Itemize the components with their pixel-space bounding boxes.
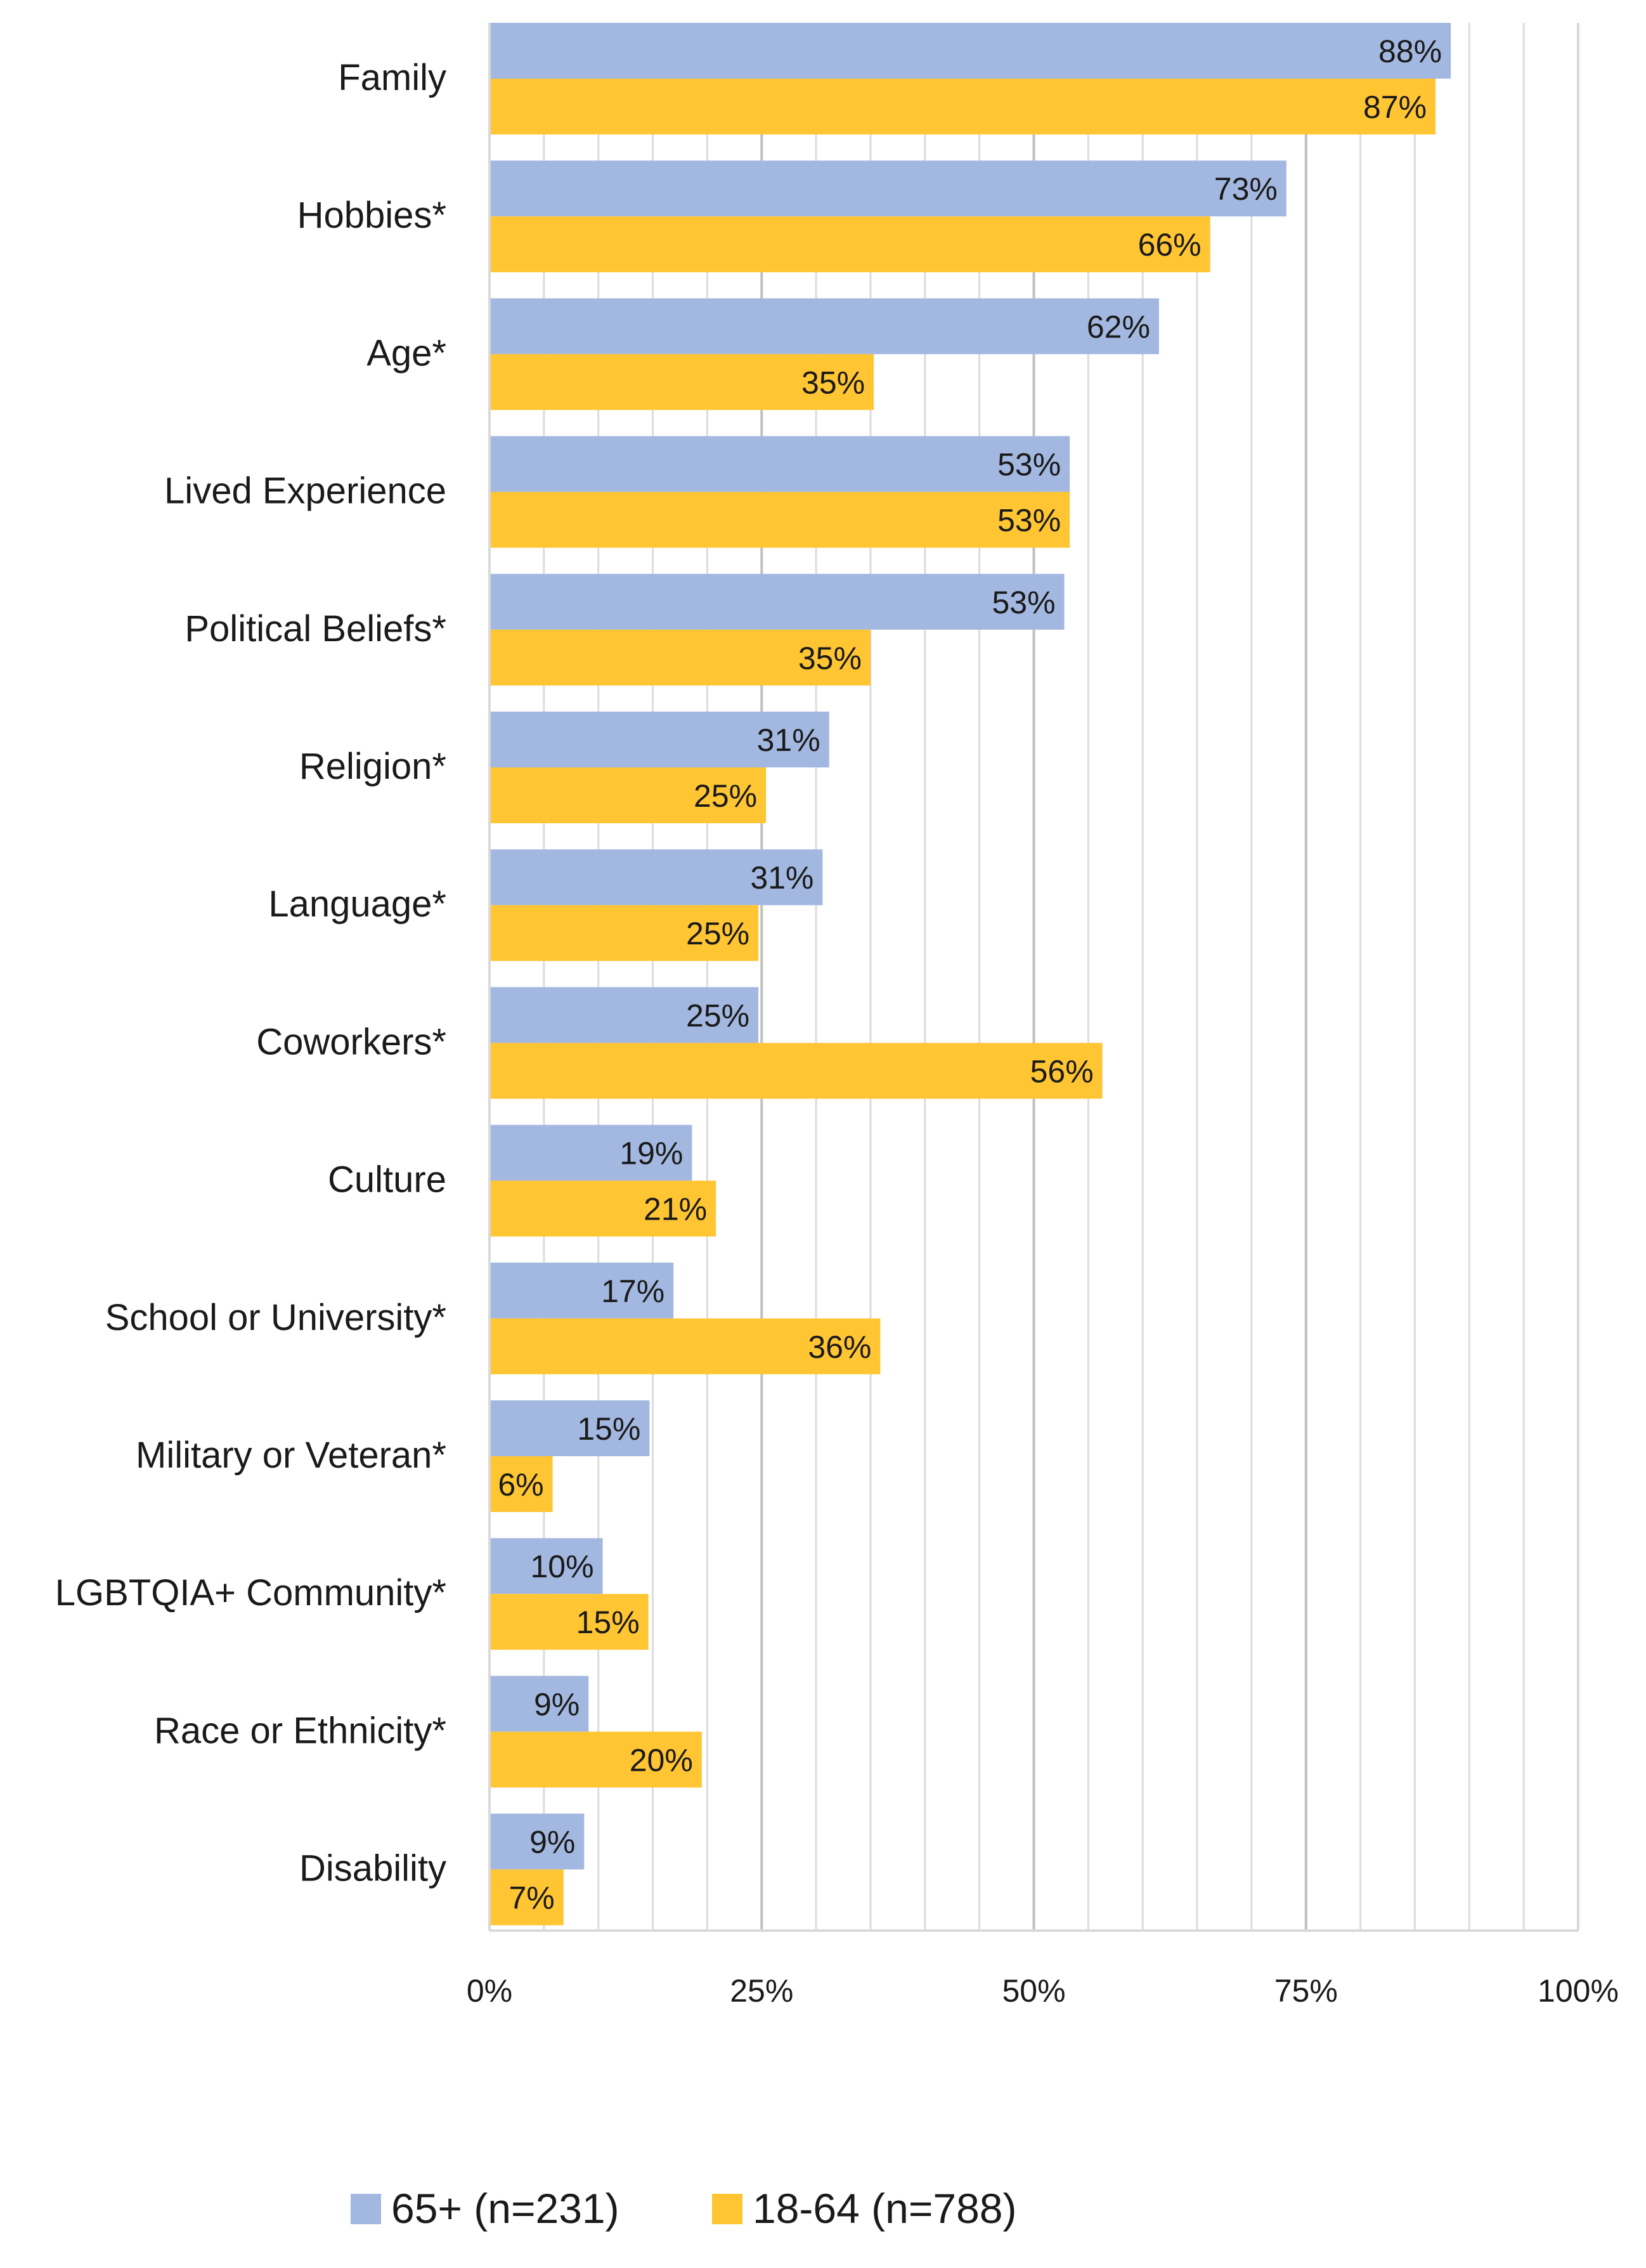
bar-18-64 xyxy=(489,1180,716,1237)
tick-labels: 0% 25% 50% 75% 100% xyxy=(467,1973,1619,2009)
bar-18-64 xyxy=(489,905,759,961)
data-label: 17% xyxy=(601,1274,664,1309)
bar-18-64 xyxy=(489,1869,564,1926)
x-tick-label: 50% xyxy=(1002,1973,1065,2009)
category-label: Family xyxy=(338,57,446,98)
data-label: 53% xyxy=(992,585,1055,620)
bar-65-plus xyxy=(489,849,823,906)
data-labels: 88%87%73%66%62%35%53%53%53%35%31%25%31%2… xyxy=(498,34,1442,1916)
data-label: 53% xyxy=(997,503,1061,538)
data-label: 7% xyxy=(509,1880,554,1916)
category-label: Disability xyxy=(299,1848,446,1889)
data-label: 25% xyxy=(686,916,749,951)
data-label: 56% xyxy=(1030,1053,1094,1089)
bar-65-plus xyxy=(489,1538,603,1594)
bar-18-64 xyxy=(489,1731,702,1788)
bar-65-plus xyxy=(489,298,1159,355)
bar-65-plus xyxy=(489,23,1451,79)
bar-18-64 xyxy=(489,216,1210,273)
x-tick-label: 100% xyxy=(1538,1973,1619,2009)
legend-label: 65+ (n=231) xyxy=(391,2185,619,2232)
legend: 65+ (n=231) 18-64 (n=788) xyxy=(351,2185,1016,2232)
bar-18-64 xyxy=(489,354,874,410)
category-label: Political Beliefs* xyxy=(185,608,446,649)
axes xyxy=(488,23,1579,1932)
x-tick-label: 75% xyxy=(1274,1973,1338,2009)
bar-65-plus xyxy=(489,573,1065,630)
category-label: School or University* xyxy=(105,1297,446,1338)
data-label: 31% xyxy=(750,860,813,896)
data-label: 53% xyxy=(997,447,1061,483)
bar-65-plus xyxy=(489,1400,650,1456)
bar-18-64 xyxy=(489,629,871,686)
category-label: Race or Ethnicity* xyxy=(154,1710,446,1751)
data-label: 20% xyxy=(630,1742,693,1778)
bar-18-64 xyxy=(489,492,1070,548)
data-label: 87% xyxy=(1363,89,1427,125)
bar-18-64 xyxy=(489,1456,553,1512)
data-label: 88% xyxy=(1378,34,1442,69)
bar-65-plus xyxy=(489,987,759,1043)
category-label: Religion* xyxy=(299,746,446,787)
data-label: 9% xyxy=(529,1825,575,1860)
bar-65-plus xyxy=(489,436,1070,492)
legend-swatch xyxy=(351,2194,381,2224)
bar-18-64 xyxy=(489,767,767,823)
x-tick-label: 25% xyxy=(730,1973,793,2009)
category-label: Age* xyxy=(366,332,446,374)
data-label: 15% xyxy=(577,1411,640,1447)
category-label: Language* xyxy=(268,883,446,925)
data-label: 31% xyxy=(757,722,820,758)
data-label: 66% xyxy=(1138,227,1202,263)
category-label: LGBTQIA+ Community* xyxy=(55,1572,446,1613)
bar-18-64 xyxy=(489,1594,649,1650)
category-labels: Family Hobbies* Age* Lived Experience Politi… xyxy=(55,57,446,1889)
bar-65-plus xyxy=(489,1813,585,1870)
data-label: 25% xyxy=(686,998,749,1033)
data-label: 35% xyxy=(798,641,862,676)
bar-18-64 xyxy=(489,79,1436,134)
data-label: 36% xyxy=(808,1329,871,1365)
data-label: 73% xyxy=(1214,171,1278,207)
data-label: 25% xyxy=(694,778,757,814)
category-label: Lived Experience xyxy=(164,471,446,512)
data-label: 6% xyxy=(498,1467,543,1502)
bar-18-64 xyxy=(489,1318,881,1374)
data-label: 35% xyxy=(801,365,865,400)
bar-65-plus xyxy=(489,1676,589,1732)
bar-65-plus xyxy=(489,1124,692,1181)
x-tick-label: 0% xyxy=(467,1973,512,2009)
legend-swatch xyxy=(712,2194,742,2224)
data-label: 9% xyxy=(534,1686,580,1722)
bar-65-plus xyxy=(489,712,829,767)
data-label: 21% xyxy=(644,1192,707,1227)
data-label: 15% xyxy=(576,1605,640,1640)
legend-label: 18-64 (n=788) xyxy=(753,2185,1016,2232)
bar-65-plus xyxy=(489,160,1286,217)
category-label: Culture xyxy=(328,1159,446,1201)
bars xyxy=(489,23,1451,1926)
category-label: Coworkers* xyxy=(256,1021,446,1062)
bar-18-64 xyxy=(489,1043,1103,1099)
category-label: Military or Veteran* xyxy=(136,1435,446,1476)
data-label: 19% xyxy=(619,1136,683,1171)
category-label: Hobbies* xyxy=(297,195,446,236)
bar-65-plus xyxy=(489,1262,674,1319)
data-label: 62% xyxy=(1087,309,1150,344)
data-label: 10% xyxy=(530,1549,593,1584)
